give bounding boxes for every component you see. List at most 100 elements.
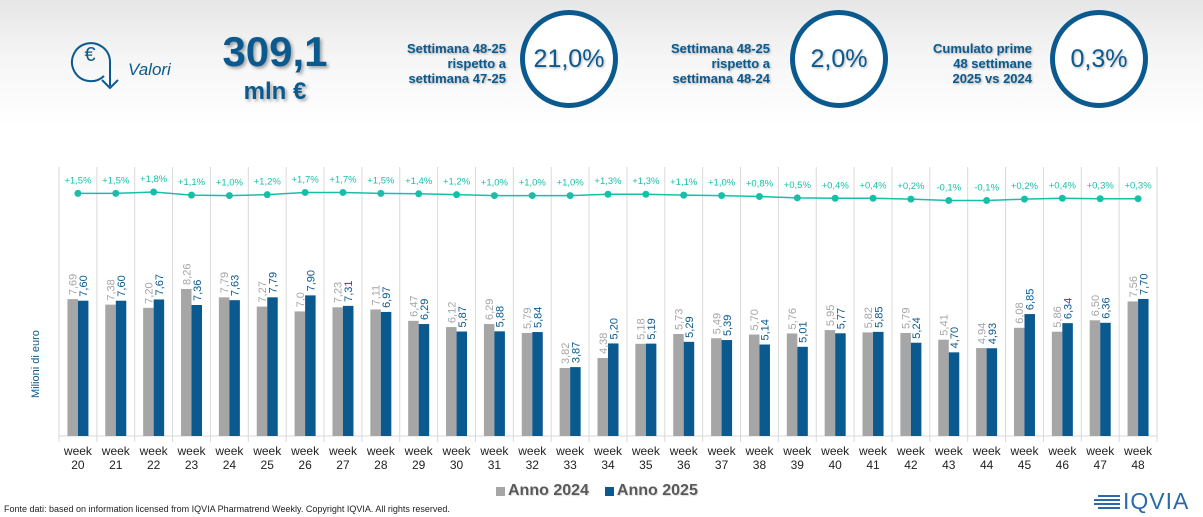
growth-point <box>453 191 461 199</box>
growth-label: +0,8% <box>746 178 774 189</box>
bar-2025 <box>645 343 657 436</box>
bar-label-2024: 3,82 <box>560 343 572 364</box>
x-tick-label: week 32 <box>517 444 547 472</box>
legend-item-2025: Anno 2025 <box>604 482 698 500</box>
x-tick-label: week 47 <box>1085 444 1115 472</box>
growth-point <box>74 189 82 197</box>
growth-label: +1,3% <box>594 176 622 187</box>
svg-text:€: € <box>84 44 95 66</box>
bar-2025 <box>721 340 733 436</box>
x-tick-label: week 45 <box>1009 444 1039 472</box>
bar-label-2024: 6,29 <box>484 299 496 320</box>
growth-point <box>301 188 309 196</box>
bar-2024 <box>976 348 987 436</box>
bar-label-2025: 7,63 <box>230 275 242 296</box>
growth-label: +1,2% <box>254 177 282 188</box>
x-tick-label: week 42 <box>896 444 926 472</box>
bar-label-2025: 7,31 <box>343 280 355 301</box>
growth-point <box>869 194 877 202</box>
growth-label: +1,1% <box>178 177 206 188</box>
kpi-weekly-label: Settimana 48-25 rispetto a settimana 47-… <box>407 41 506 86</box>
total-unit: mln € <box>243 78 307 105</box>
growth-point <box>983 197 991 204</box>
growth-point <box>1096 195 1104 203</box>
bar-label-2024: 5,86 <box>1052 306 1064 327</box>
x-tick-label: week 37 <box>707 444 737 472</box>
bar-2025 <box>153 299 165 436</box>
euro-down-arrow-icon: € <box>71 42 119 90</box>
valori-label: Valori <box>128 60 171 79</box>
bar-2025 <box>1100 322 1111 436</box>
x-tick-label: week 36 <box>669 444 699 472</box>
x-tick-label: week 38 <box>744 444 774 472</box>
bar-label-2025: 3,87 <box>570 342 582 363</box>
bar-2024 <box>332 307 343 436</box>
bar-label-2024: 7,20 <box>143 282 155 303</box>
bar-2024 <box>1013 327 1025 436</box>
bar-2025 <box>494 331 505 436</box>
bar-2024 <box>597 358 608 436</box>
growth-point <box>263 191 271 199</box>
growth-label: +1,0% <box>216 178 244 189</box>
bar-2025 <box>456 331 468 436</box>
bar-2024 <box>370 309 381 436</box>
bar-2025 <box>683 341 695 436</box>
growth-point <box>680 191 688 199</box>
bar-2024 <box>446 327 457 436</box>
bar-2024 <box>67 299 78 436</box>
bar-label-2025: 4,70 <box>949 327 961 348</box>
x-tick-label: week 22 <box>139 444 169 472</box>
growth-label: +0,4% <box>859 180 887 191</box>
bar-2025 <box>418 324 430 436</box>
bar-2025 <box>115 300 127 436</box>
bar-2025 <box>380 311 392 436</box>
bar-label-2024: 5,73 <box>673 309 685 330</box>
bar-label-2024: 5,95 <box>825 305 837 326</box>
legend-item-2024: Anno 2024 <box>496 482 589 500</box>
bar-2025 <box>191 304 203 436</box>
x-tick-label: week 21 <box>101 444 131 472</box>
growth-label: +0,3% <box>1087 181 1115 192</box>
bar-2025 <box>910 342 922 436</box>
growth-label: +1,0% <box>481 178 509 189</box>
growth-point <box>415 190 423 198</box>
bar-label-2024: 5,49 <box>711 313 723 334</box>
bar-2025 <box>797 346 808 436</box>
bar-2025 <box>77 300 89 436</box>
growth-point <box>718 192 726 200</box>
growth-point <box>642 190 650 198</box>
bar-label-2024: 6,50 <box>1090 295 1102 316</box>
bar-2024 <box>824 330 836 436</box>
growth-point <box>1058 194 1066 202</box>
bar-2025 <box>570 367 581 436</box>
growth-point <box>528 192 536 200</box>
bar-2024 <box>521 332 533 436</box>
x-tick-label: week 33 <box>555 444 585 472</box>
bar-label-2025: 7,67 <box>154 274 166 295</box>
bar-label-2025: 5,29 <box>684 316 696 337</box>
bar-label-2024: 8,26 <box>181 264 193 285</box>
legend-label-2025: Anno 2025 <box>616 482 698 499</box>
bar-2024 <box>862 332 874 436</box>
growth-label: +1,7% <box>292 174 320 185</box>
bar-label-2024: 5,82 <box>863 307 875 328</box>
bar-2024 <box>938 339 949 436</box>
x-tick-label: week 31 <box>479 444 509 472</box>
growth-label: +1,7% <box>329 174 357 185</box>
x-tick-label: week 34 <box>593 444 623 472</box>
bar-2024 <box>218 297 230 436</box>
bar-2024 <box>408 320 419 436</box>
bar-label-2024: 6,47 <box>408 295 420 316</box>
kpi-cumulative-label: Cumulato prime 48 settimane 2025 vs 2024 <box>933 41 1032 86</box>
growth-label: +0,4% <box>822 180 850 191</box>
bar-label-2024: 7,79 <box>219 272 231 293</box>
x-tick-label: week 39 <box>782 444 812 472</box>
bar-2024 <box>748 334 760 436</box>
bar-label-2025: 5,20 <box>608 318 620 339</box>
growth-label: +1,3% <box>632 176 660 187</box>
bar-2025 <box>267 297 278 436</box>
x-tick-label: week 48 <box>1123 444 1153 472</box>
bar-2024 <box>711 338 722 436</box>
total-value: 309,1 <box>222 28 328 75</box>
